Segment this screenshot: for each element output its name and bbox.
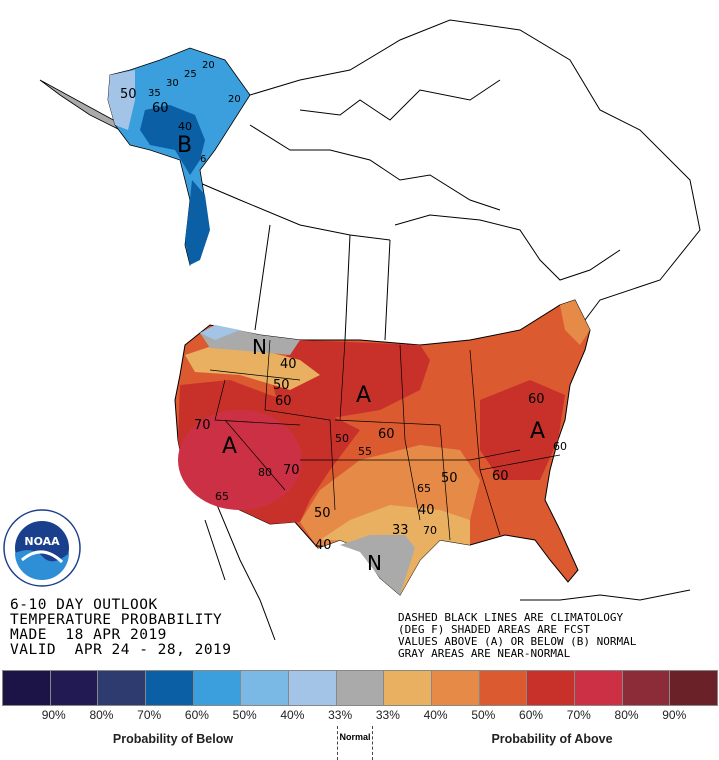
near-normal-label: N [252, 335, 267, 359]
contour-label: 20 [202, 60, 215, 71]
contour-label: 30 [166, 78, 179, 89]
legend-label: 80% [614, 708, 639, 722]
legend-swatch [575, 671, 623, 705]
legend-label: 33% [328, 708, 353, 722]
note-line: (DEG F) SHADED AREAS ARE FCST [398, 623, 591, 636]
below-caption: Probability of Below [112, 732, 234, 746]
contour-label: 50 [273, 378, 290, 393]
legend-swatch [3, 671, 51, 705]
legend-label: 80% [89, 708, 114, 722]
legend-label: 40% [280, 708, 305, 722]
legend-swatch [432, 671, 480, 705]
state-borders [209, 339, 561, 541]
legend-label: 33% [375, 708, 400, 722]
contour-label: 25 [184, 69, 197, 80]
made-date: MADE 18 APR 2019 [10, 627, 167, 643]
legend-label: 90% [662, 708, 687, 722]
note-line: GRAY AREAS ARE NEAR-NORMAL [398, 647, 571, 660]
map-labels: B 60 40 50 35 30 25 20 20 6 N N A A A 40… [120, 60, 567, 575]
valid-dates: VALID APR 24 - 28, 2019 [10, 642, 232, 658]
legend-swatch [146, 671, 194, 705]
contour-label: 70 [423, 524, 437, 537]
legend-swatch [479, 671, 528, 705]
alaska-region [39, 47, 251, 267]
legend-label: 60% [184, 708, 209, 722]
legend-label: 50% [232, 708, 257, 722]
legend-swatch [98, 671, 147, 705]
legend-label: 90% [41, 708, 66, 722]
legend-label: 50% [471, 708, 496, 722]
contour-label: 60 [378, 427, 395, 442]
contour-label: 50 [314, 506, 331, 521]
contour-label: 60 [492, 469, 509, 484]
contour-label: 50 [120, 87, 137, 102]
noaa-logo-text: NOAA [24, 535, 60, 548]
above-normal-label: A [222, 434, 237, 459]
contour-label: 50 [335, 432, 349, 445]
legend-swatch [384, 671, 433, 705]
contour-label: 55 [358, 445, 372, 458]
contour-label: 33 [392, 523, 409, 538]
contour-label: 60 [528, 392, 545, 407]
legend-swatch [289, 671, 337, 705]
legend-swatch [50, 671, 99, 705]
contour-label: 80 [258, 466, 272, 479]
outlook-map: B 60 40 50 35 30 25 20 20 6 N N A A A 40… [3, 19, 701, 641]
normal-caption: Normal [337, 726, 373, 760]
contour-label: 60 [553, 440, 567, 453]
conus-region [174, 299, 591, 596]
contour-label: 35 [148, 88, 161, 99]
contour-label: 40 [315, 538, 332, 553]
probability-legend [2, 670, 718, 706]
legend-swatch [527, 671, 576, 705]
note-line: VALUES ABOVE (A) OR BELOW (B) NORMAL [398, 635, 637, 648]
contour-label: 50 [441, 471, 458, 486]
contour-label: 60 [152, 101, 169, 116]
contour-label: 40 [280, 357, 297, 372]
legend-swatch [670, 671, 718, 705]
above-normal-label: A [356, 383, 371, 408]
contour-label: 65 [215, 490, 229, 503]
contour-label: 70 [283, 463, 300, 478]
outlook-subtitle: TEMPERATURE PROBABILITY [10, 612, 223, 628]
legend-swatch [622, 671, 671, 705]
note-line: DASHED BLACK LINES ARE CLIMATOLOGY [398, 611, 624, 624]
noaa-logo: NOAA [3, 509, 81, 587]
legend-label: 40% [423, 708, 448, 722]
alaska-category-label: B [177, 133, 192, 158]
contour-label: 65 [417, 482, 431, 495]
contour-label: 40 [178, 120, 192, 133]
legend-swatch [241, 671, 290, 705]
contour-label: 70 [194, 418, 211, 433]
contour-label: 60 [275, 394, 292, 409]
canada-outline [192, 19, 701, 641]
near-normal-label: N [367, 551, 382, 575]
map-notes: DASHED BLACK LINES ARE CLIMATOLOGY (DEG F… [398, 612, 636, 660]
contour-label: 6 [200, 154, 206, 165]
legend-label: 70% [566, 708, 591, 722]
legend-swatch [336, 671, 385, 705]
legend-label: 70% [137, 708, 162, 722]
above-caption: Probability of Above [491, 732, 613, 746]
outlook-title: 6-10 DAY OUTLOOK [10, 597, 158, 613]
contour-label: 40 [418, 503, 435, 518]
legend-swatch [193, 671, 242, 705]
contour-label: 20 [228, 94, 241, 105]
legend-label: 60% [519, 708, 544, 722]
outlook-title-block: 6-10 DAY OUTLOOK TEMPERATURE PROBABILITY M… [10, 598, 232, 658]
above-normal-label: A [530, 419, 545, 444]
